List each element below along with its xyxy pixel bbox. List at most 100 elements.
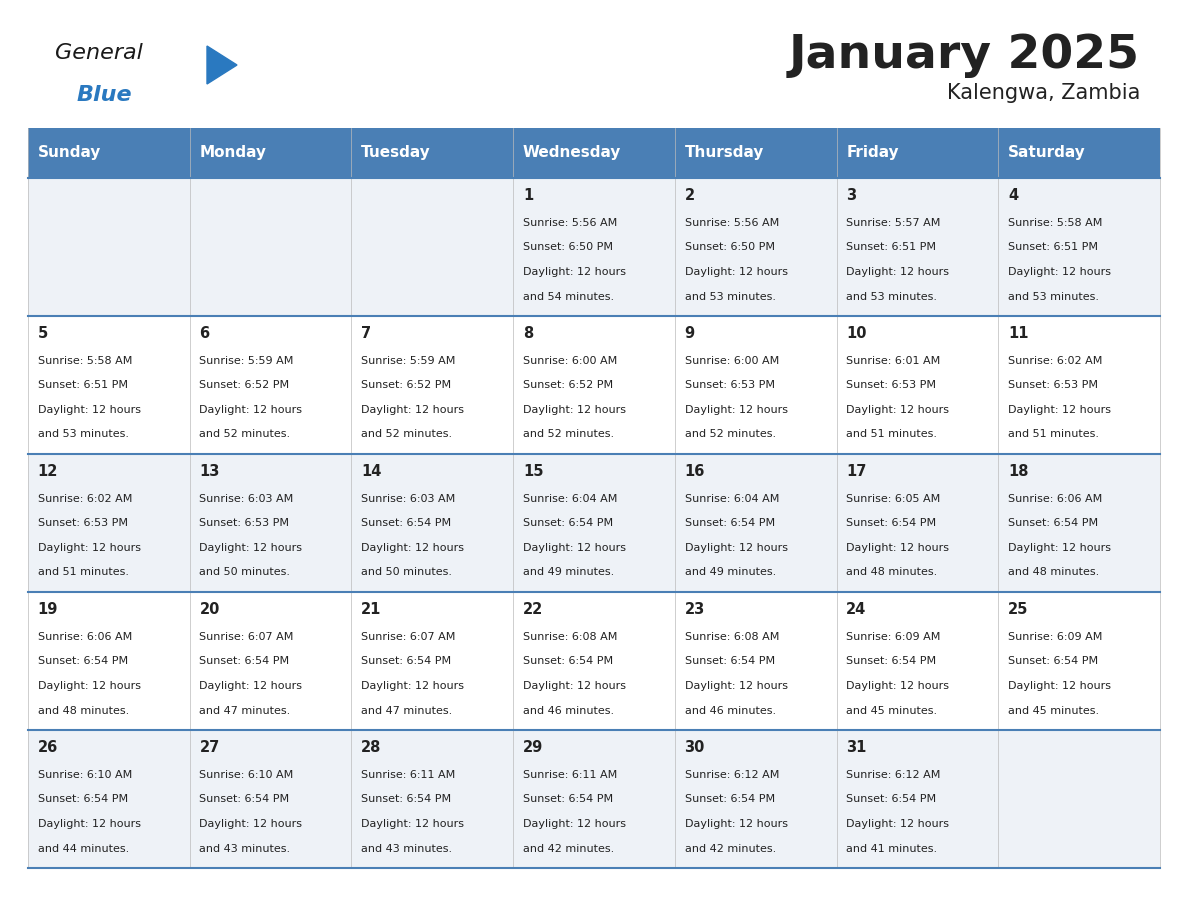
Bar bbox=[352, 592, 513, 730]
Text: Daylight: 12 hours: Daylight: 12 hours bbox=[361, 543, 465, 553]
Bar bbox=[29, 178, 190, 316]
Text: Daylight: 12 hours: Daylight: 12 hours bbox=[846, 681, 949, 691]
Bar bbox=[836, 730, 998, 868]
Text: Sunrise: 6:09 AM: Sunrise: 6:09 AM bbox=[846, 632, 941, 642]
Text: and 47 minutes.: and 47 minutes. bbox=[361, 706, 453, 715]
Text: Sunrise: 6:12 AM: Sunrise: 6:12 AM bbox=[684, 770, 779, 780]
Text: 19: 19 bbox=[38, 602, 58, 617]
Text: Daylight: 12 hours: Daylight: 12 hours bbox=[846, 543, 949, 553]
Text: and 42 minutes.: and 42 minutes. bbox=[523, 844, 614, 854]
Text: Daylight: 12 hours: Daylight: 12 hours bbox=[684, 405, 788, 415]
Text: Sunset: 6:53 PM: Sunset: 6:53 PM bbox=[38, 519, 127, 529]
Text: Sunrise: 5:56 AM: Sunrise: 5:56 AM bbox=[523, 218, 617, 228]
Text: Sunrise: 6:01 AM: Sunrise: 6:01 AM bbox=[846, 356, 941, 366]
Polygon shape bbox=[207, 46, 236, 84]
Text: Sunrise: 6:10 AM: Sunrise: 6:10 AM bbox=[38, 770, 132, 780]
Text: Daylight: 12 hours: Daylight: 12 hours bbox=[38, 543, 140, 553]
Text: 17: 17 bbox=[846, 464, 867, 479]
Text: Sunset: 6:50 PM: Sunset: 6:50 PM bbox=[684, 242, 775, 252]
Text: Sunset: 6:54 PM: Sunset: 6:54 PM bbox=[523, 656, 613, 666]
Bar bbox=[998, 454, 1159, 592]
Text: Saturday: Saturday bbox=[1007, 145, 1086, 161]
Text: Sunset: 6:54 PM: Sunset: 6:54 PM bbox=[38, 656, 128, 666]
Text: Daylight: 12 hours: Daylight: 12 hours bbox=[684, 543, 788, 553]
Bar bbox=[513, 454, 675, 592]
Text: Wednesday: Wednesday bbox=[523, 145, 621, 161]
Text: Daylight: 12 hours: Daylight: 12 hours bbox=[361, 405, 465, 415]
Text: Sunset: 6:53 PM: Sunset: 6:53 PM bbox=[846, 380, 936, 390]
Text: January 2025: January 2025 bbox=[789, 33, 1140, 78]
Text: and 49 minutes.: and 49 minutes. bbox=[684, 567, 776, 577]
Text: 27: 27 bbox=[200, 740, 220, 755]
Text: and 42 minutes.: and 42 minutes. bbox=[684, 844, 776, 854]
Bar bbox=[513, 128, 675, 178]
Text: Sunset: 6:54 PM: Sunset: 6:54 PM bbox=[1007, 519, 1098, 529]
Text: Daylight: 12 hours: Daylight: 12 hours bbox=[38, 405, 140, 415]
Text: Sunset: 6:53 PM: Sunset: 6:53 PM bbox=[1007, 380, 1098, 390]
Bar bbox=[29, 730, 190, 868]
Text: 26: 26 bbox=[38, 740, 58, 755]
Text: Daylight: 12 hours: Daylight: 12 hours bbox=[1007, 681, 1111, 691]
Text: 23: 23 bbox=[684, 602, 704, 617]
Text: Sunset: 6:52 PM: Sunset: 6:52 PM bbox=[200, 380, 290, 390]
Text: Kalengwa, Zambia: Kalengwa, Zambia bbox=[947, 83, 1140, 103]
Bar bbox=[998, 178, 1159, 316]
Text: Sunrise: 5:56 AM: Sunrise: 5:56 AM bbox=[684, 218, 779, 228]
Text: 13: 13 bbox=[200, 464, 220, 479]
Text: Thursday: Thursday bbox=[684, 145, 764, 161]
Text: Daylight: 12 hours: Daylight: 12 hours bbox=[38, 681, 140, 691]
Bar bbox=[675, 316, 836, 454]
Bar bbox=[675, 178, 836, 316]
Text: Sunrise: 5:58 AM: Sunrise: 5:58 AM bbox=[1007, 218, 1102, 228]
Bar bbox=[998, 592, 1159, 730]
Text: 6: 6 bbox=[200, 326, 209, 341]
Text: 4: 4 bbox=[1007, 188, 1018, 203]
Text: Sunset: 6:54 PM: Sunset: 6:54 PM bbox=[684, 519, 775, 529]
Text: 3: 3 bbox=[846, 188, 857, 203]
Text: Daylight: 12 hours: Daylight: 12 hours bbox=[523, 819, 626, 829]
Bar bbox=[352, 454, 513, 592]
Text: Daylight: 12 hours: Daylight: 12 hours bbox=[523, 681, 626, 691]
Bar bbox=[998, 316, 1159, 454]
Text: and 44 minutes.: and 44 minutes. bbox=[38, 844, 129, 854]
Text: Sunrise: 6:03 AM: Sunrise: 6:03 AM bbox=[200, 494, 293, 504]
Text: Daylight: 12 hours: Daylight: 12 hours bbox=[684, 681, 788, 691]
Text: Sunset: 6:54 PM: Sunset: 6:54 PM bbox=[523, 519, 613, 529]
Text: Sunset: 6:53 PM: Sunset: 6:53 PM bbox=[200, 519, 290, 529]
Text: Sunset: 6:51 PM: Sunset: 6:51 PM bbox=[846, 242, 936, 252]
Text: 28: 28 bbox=[361, 740, 381, 755]
Bar bbox=[29, 592, 190, 730]
Text: 21: 21 bbox=[361, 602, 381, 617]
Bar bbox=[29, 454, 190, 592]
Text: 30: 30 bbox=[684, 740, 704, 755]
Text: Daylight: 12 hours: Daylight: 12 hours bbox=[200, 405, 303, 415]
Text: and 48 minutes.: and 48 minutes. bbox=[1007, 567, 1099, 577]
Text: Daylight: 12 hours: Daylight: 12 hours bbox=[38, 819, 140, 829]
Text: Sunday: Sunday bbox=[38, 145, 101, 161]
Text: and 52 minutes.: and 52 minutes. bbox=[200, 430, 291, 440]
Text: 24: 24 bbox=[846, 602, 866, 617]
Text: Sunrise: 6:02 AM: Sunrise: 6:02 AM bbox=[38, 494, 132, 504]
Text: 25: 25 bbox=[1007, 602, 1029, 617]
Text: Daylight: 12 hours: Daylight: 12 hours bbox=[1007, 405, 1111, 415]
Text: and 53 minutes.: and 53 minutes. bbox=[38, 430, 128, 440]
Text: Daylight: 12 hours: Daylight: 12 hours bbox=[846, 819, 949, 829]
Text: and 50 minutes.: and 50 minutes. bbox=[361, 567, 453, 577]
Text: Friday: Friday bbox=[846, 145, 899, 161]
Text: Sunset: 6:54 PM: Sunset: 6:54 PM bbox=[361, 519, 451, 529]
Text: Daylight: 12 hours: Daylight: 12 hours bbox=[684, 819, 788, 829]
Text: Sunset: 6:53 PM: Sunset: 6:53 PM bbox=[684, 380, 775, 390]
Bar bbox=[190, 730, 352, 868]
Text: 7: 7 bbox=[361, 326, 372, 341]
Bar bbox=[836, 128, 998, 178]
Text: Daylight: 12 hours: Daylight: 12 hours bbox=[1007, 543, 1111, 553]
Text: Sunset: 6:54 PM: Sunset: 6:54 PM bbox=[200, 656, 290, 666]
Bar bbox=[352, 316, 513, 454]
Bar bbox=[513, 592, 675, 730]
Bar bbox=[29, 128, 190, 178]
Text: Sunset: 6:52 PM: Sunset: 6:52 PM bbox=[523, 380, 613, 390]
Text: 11: 11 bbox=[1007, 326, 1029, 341]
Text: and 53 minutes.: and 53 minutes. bbox=[846, 292, 937, 301]
Bar bbox=[190, 128, 352, 178]
Text: Sunrise: 6:10 AM: Sunrise: 6:10 AM bbox=[200, 770, 293, 780]
